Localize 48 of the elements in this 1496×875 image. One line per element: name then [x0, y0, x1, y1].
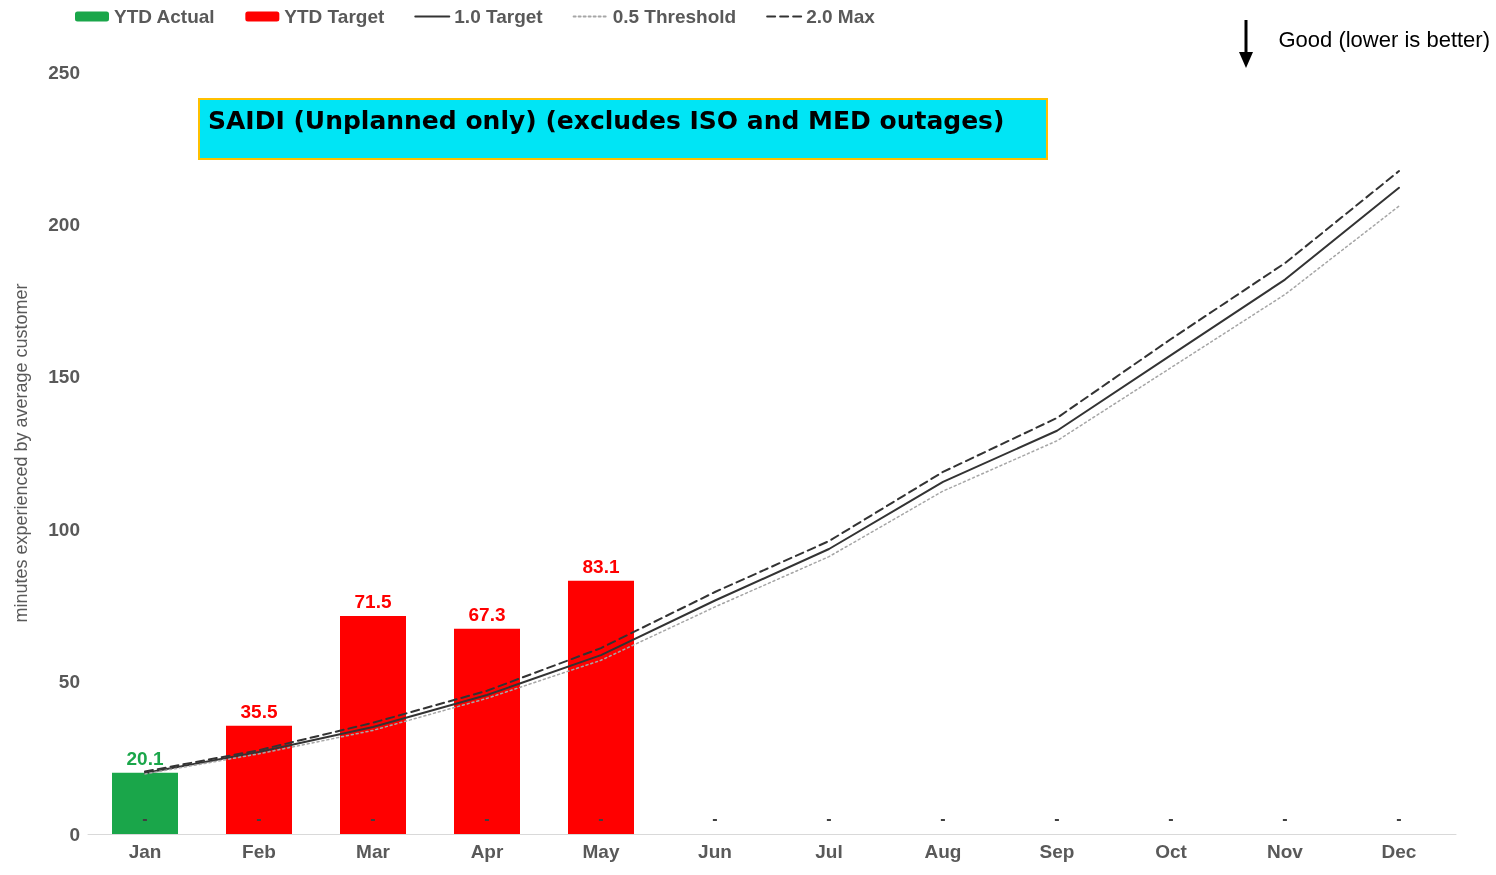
legend-label: 2.0 Max	[806, 6, 876, 27]
x-tick-label: Sep	[1039, 841, 1075, 862]
data-label: 67.3	[468, 603, 506, 625]
y-tick-label: 200	[48, 213, 80, 235]
x-tick-label: Oct	[1155, 841, 1188, 862]
annotation: -	[1282, 809, 1288, 827]
annotation: -	[826, 809, 832, 827]
title-box: SAIDI (Unplanned only) (excludes ISO and MED outages)	[198, 98, 1048, 160]
y-tick-label: 250	[48, 61, 80, 83]
text: Good (lower is better)	[1278, 26, 1491, 52]
x-tick-label: Nov	[1267, 841, 1304, 862]
x-tick-label: May	[582, 841, 620, 862]
data-label: 35.5	[240, 700, 278, 722]
data-label: 20.1	[126, 747, 164, 769]
annotation: -	[1168, 809, 1174, 827]
x-tick-label: Mar	[356, 841, 391, 862]
y-axis-title: minutes experienced by average customer	[11, 283, 31, 623]
data-label: 83.1	[582, 555, 620, 577]
y-tick-label: 0	[69, 823, 80, 845]
legend-label: 0.5 Threshold	[612, 6, 737, 27]
bar	[454, 628, 520, 834]
x-tick-label: Aug	[924, 841, 962, 862]
bar	[568, 580, 634, 834]
bar	[340, 616, 406, 834]
x-tick-label: Feb	[242, 841, 276, 862]
x-tick-label: Apr	[470, 841, 504, 862]
annotation: -	[1396, 809, 1402, 827]
annotation: -	[484, 809, 490, 827]
annotation: -	[598, 809, 604, 827]
y-tick-label: 100	[48, 518, 80, 540]
bar	[226, 725, 292, 834]
legend-label: YTD Target	[284, 6, 385, 27]
x-tick-label: Jun	[698, 841, 732, 862]
annotation: -	[1054, 809, 1060, 827]
y-tick-label: 50	[58, 671, 80, 693]
bar	[112, 772, 178, 834]
annotation: -	[142, 809, 148, 827]
x-tick-label: Dec	[1381, 841, 1417, 862]
annotation: -	[370, 809, 376, 827]
data-label: 71.5	[354, 591, 392, 613]
x-tick-label: Jul	[815, 841, 843, 862]
annotation: -	[712, 809, 718, 827]
annotation: -	[940, 809, 946, 827]
legend-label: 1.0 Target	[454, 6, 544, 27]
legend-label: YTD Actual	[114, 6, 215, 27]
annotation: -	[256, 809, 262, 827]
x-tick-label: Jan	[128, 841, 162, 862]
y-tick-label: 150	[48, 366, 80, 388]
